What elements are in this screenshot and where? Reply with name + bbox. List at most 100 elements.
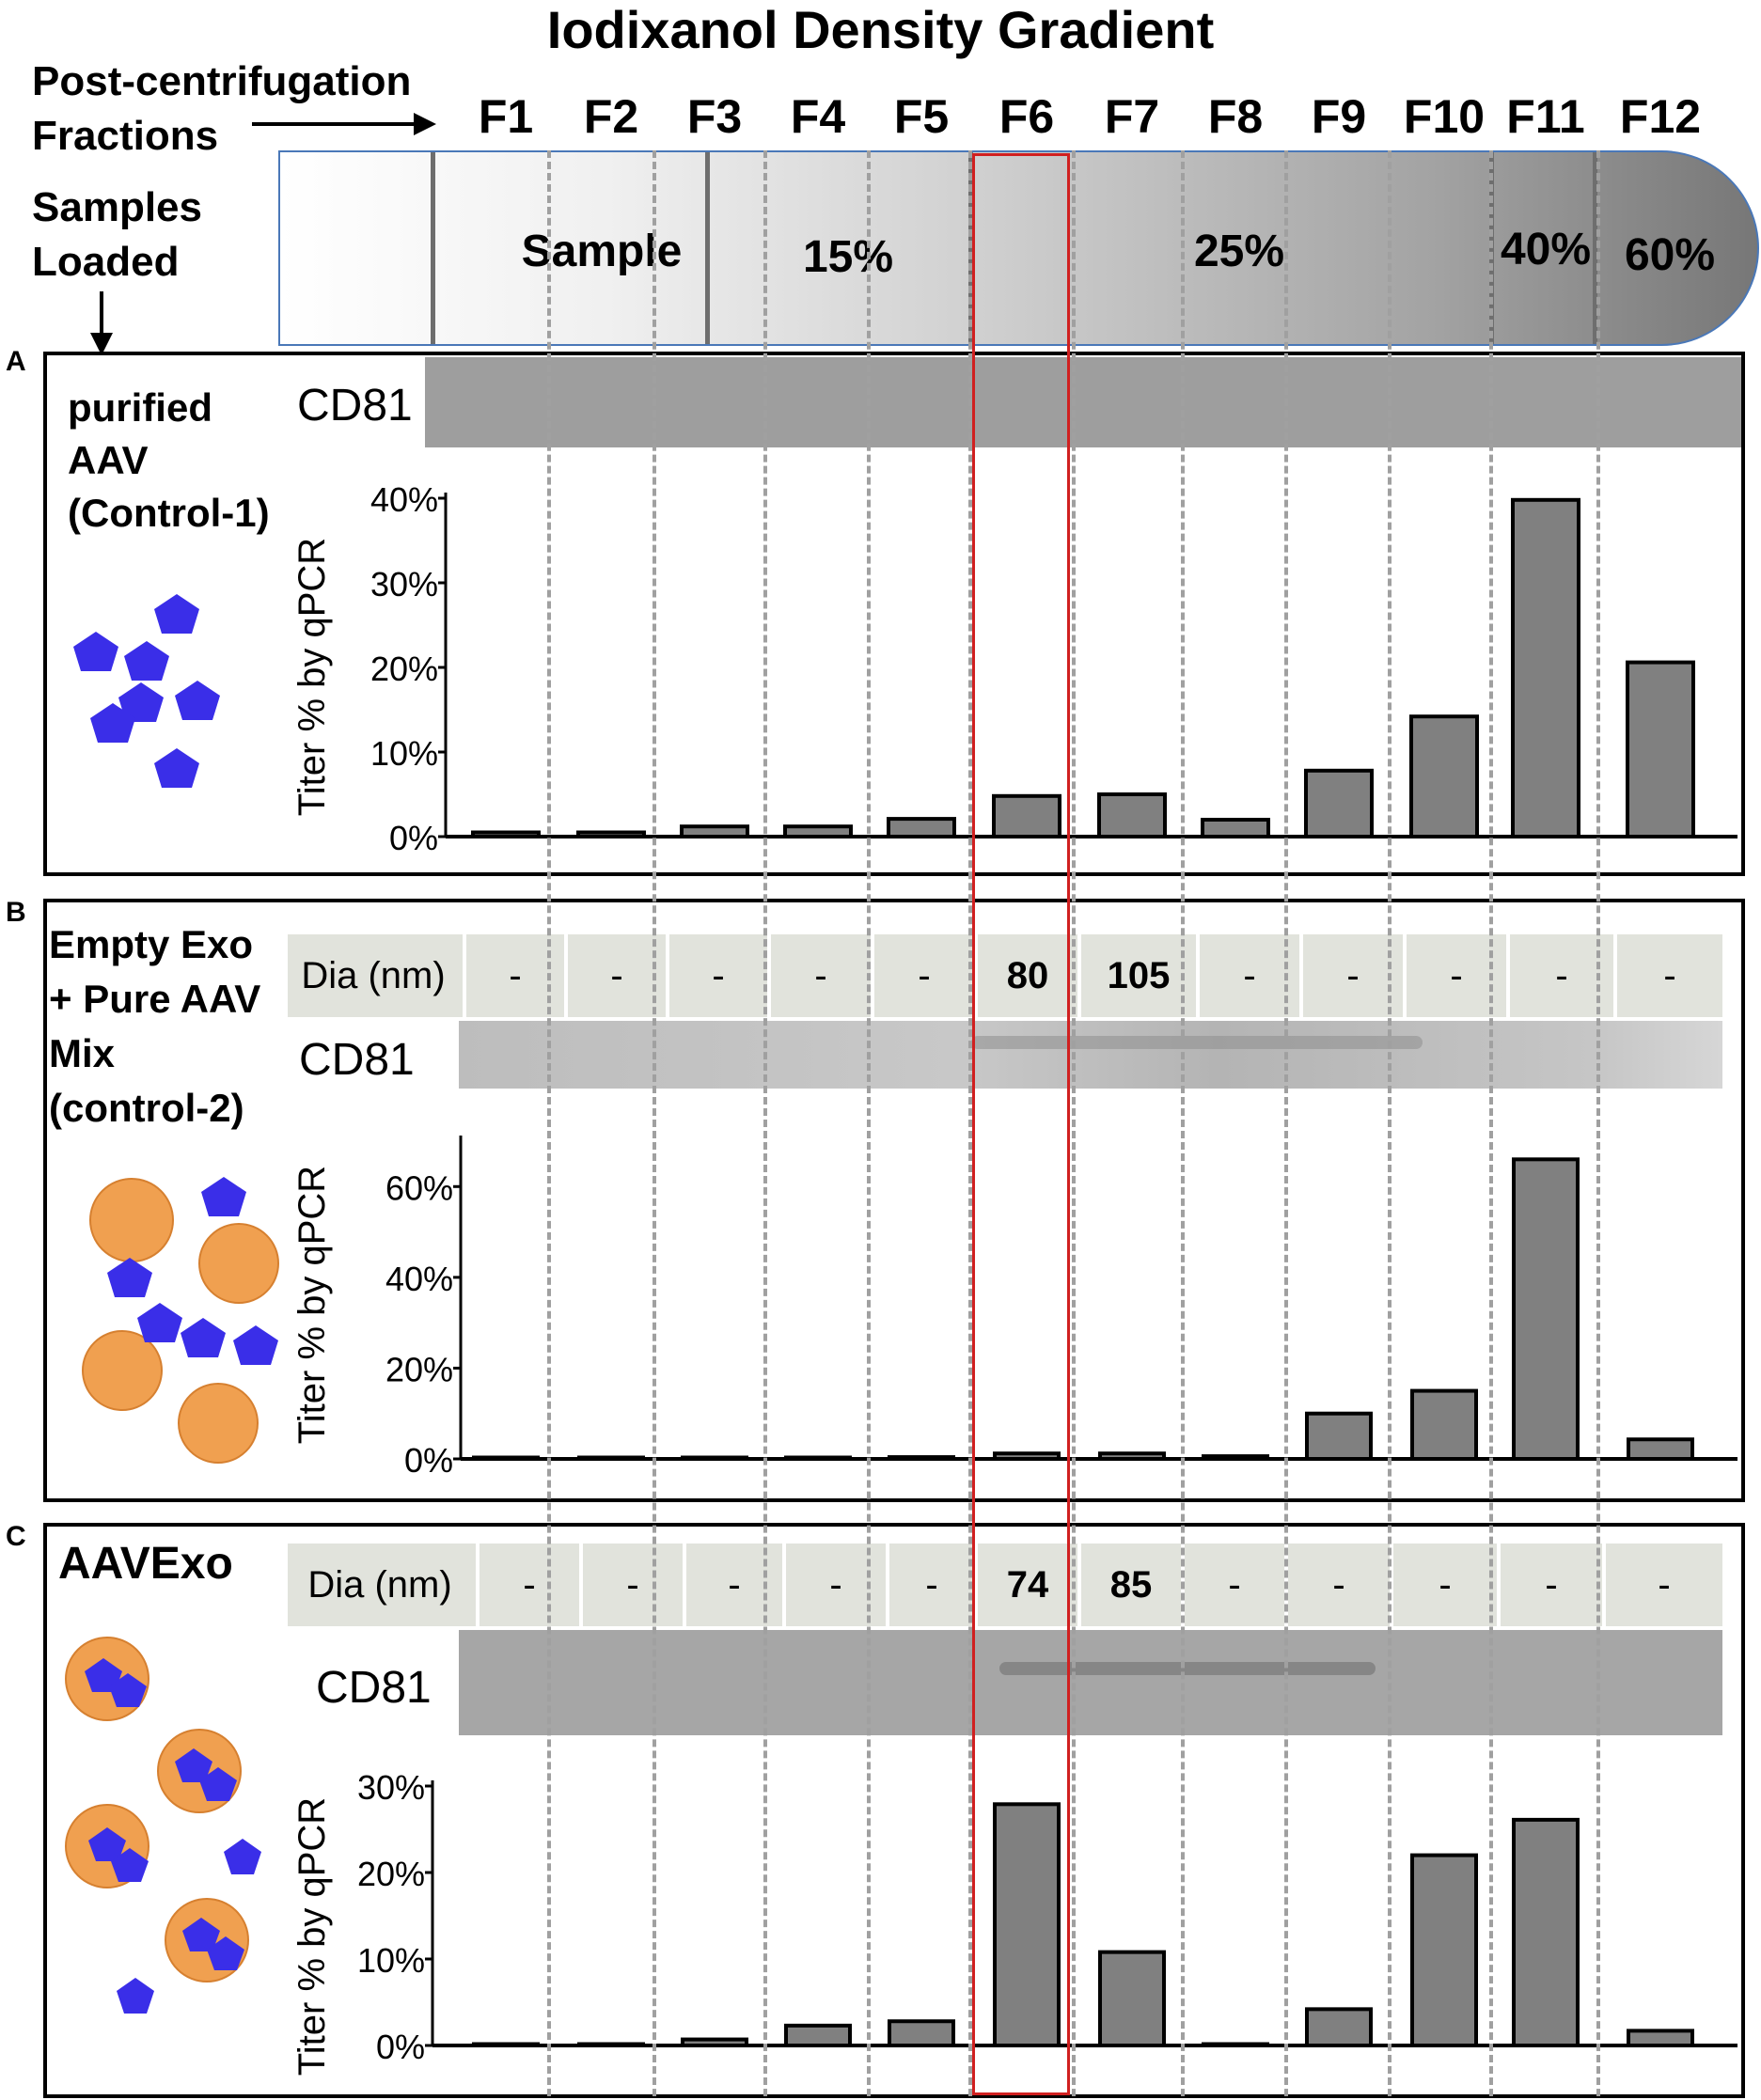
zone-label-25: 25% [1193,227,1285,276]
dia-value-f9: - [1284,1544,1390,1626]
fraction-label-f2: F2 [583,90,639,143]
fraction-guide-line [547,150,551,2096]
fraction-label-f5: F5 [893,90,950,143]
dia-header: Dia (nm) [301,954,446,996]
zone-divider [431,152,435,344]
fraction-guide-line [968,150,972,2096]
dia-value-f11: - [1506,934,1613,1017]
fraction-guide-line [1181,150,1185,2096]
bar-f10 [1410,1853,1478,2047]
fraction-label-f8: F8 [1207,90,1264,143]
panel-b-label-line: + Pure AAV [49,977,261,1021]
fraction-label-f11: F11 [1506,90,1585,143]
dia-value-f5: - [886,1544,974,1626]
panel-a [43,352,1745,876]
dia-value-f5: - [871,934,974,1017]
panel-b-label-line: Empty Exo [49,922,254,966]
dia-value-f2: - [564,934,666,1017]
exosome-icon [82,1178,279,1464]
y-tick-label: 60% [385,1168,453,1207]
panel-a-label: purified AAV (Control-1) [68,382,270,540]
bar-f5 [887,817,956,839]
samples-label-line2: Loaded [32,239,180,285]
bar-f12 [1626,660,1695,838]
y-tick-label: 30% [370,565,438,603]
fraction-label-f1: F1 [478,90,534,143]
dia-value-f8: - [1196,934,1299,1017]
panel-a-cd81-label: CD81 [297,381,413,431]
zone-label-15: 15% [802,232,894,282]
panel-letter-b: B [6,897,26,928]
fraction-label-f7: F7 [1104,90,1160,143]
dia-header: Dia (nm) [307,1563,452,1606]
cd81-band [999,1662,1376,1675]
panel-b-diameter-row: Dia (nm) - - - - - 80 105 - - - - - [288,934,1722,1017]
panel-letter-c: C [6,1521,26,1552]
bar-f4 [784,2023,852,2047]
panel-c-label: AAVExo [58,1539,233,1589]
y-axis-label: Titer % by qPCR [291,538,333,816]
bar-f9 [1304,768,1374,838]
bar-f11 [1512,1817,1580,2047]
exo-aav-mix-illustration [82,1177,279,1464]
dia-value-f6: 80 [974,934,1077,1017]
aav-particles-illustration [73,594,220,788]
y-tick-label: 40% [370,480,438,519]
zone-label-40: 40% [1500,225,1592,274]
panel-b-label: Empty Exo + Pure AAV Mix (control-2) [49,917,260,1136]
bar-f9 [1305,2007,1373,2047]
panel-c-diameter-row: Dia (nm) - - - - - 74 85 - - - - - [288,1544,1722,1626]
fraction-label-f9: F9 [1311,90,1367,143]
bar-f9 [1305,1411,1373,1462]
y-axis-label: Titer % by qPCR [291,1166,333,1444]
fraction-guide-line [867,150,871,2096]
dia-value-f10: - [1403,934,1506,1017]
panel-b-cd81-label: CD81 [299,1035,415,1085]
f6-highlight-box [972,153,1070,2095]
y-tick-label: 10% [370,734,438,773]
panel-c [43,1523,1745,2098]
y-tick-label: 30% [357,1768,425,1807]
figure-title: Iodixanol Density Gradient [546,0,1215,59]
fraction-guide-line [1388,150,1392,2096]
zone-divider [705,152,710,344]
bar-f7 [1097,792,1167,838]
fraction-guide-line [653,150,656,2096]
dia-value-f10: - [1390,1544,1497,1626]
zone-label-sample: Sample [521,227,683,276]
bar-f10 [1410,1388,1478,1462]
panel-b-label-line: Mix [49,1031,116,1075]
dia-value-f12: - [1602,1544,1722,1626]
cd81-band [971,1036,1423,1049]
fraction-label-f3: F3 [686,90,743,143]
bar-f12 [1627,2029,1694,2047]
dia-value-f8: - [1181,1544,1284,1626]
panel-c-cd81-blot [459,1630,1722,1735]
dia-value-f11: - [1497,1544,1602,1626]
fraction-label-f12: F12 [1619,90,1702,143]
panel-a-label-line: (Control-1) [68,491,270,535]
dia-value-f1: - [476,1544,579,1626]
fraction-guide-line [1596,150,1600,2096]
dia-value-f4: - [782,1544,886,1626]
arrow-down-icon [90,291,113,355]
y-tick-label: 0% [376,2028,425,2066]
bar-f7 [1098,1950,1166,2047]
fraction-guide-line [1072,150,1076,2096]
dia-value-f9: - [1299,934,1403,1017]
panel-b-chart: Titer % by qPCR 0% 20% 40% 60% [291,1136,1737,1480]
bar-f5 [888,2019,955,2047]
dia-value-f2: - [579,1544,683,1626]
y-axis-label: Titer % by qPCR [291,1797,333,2076]
dia-value-f7: 85 [1077,1544,1181,1626]
arrow-right-icon [252,113,436,135]
samples-label-line1: Samples [32,184,202,230]
y-tick-label: 20% [385,1350,453,1388]
zone-label-60: 60% [1624,230,1716,280]
dia-value-f3: - [666,934,767,1017]
y-tick-label: 20% [357,1855,425,1893]
dia-value-f6: 74 [974,1544,1077,1626]
panel-a-cd81-blot [425,357,1741,447]
bar-f11 [1512,1157,1580,1461]
bar-f10 [1409,714,1479,839]
